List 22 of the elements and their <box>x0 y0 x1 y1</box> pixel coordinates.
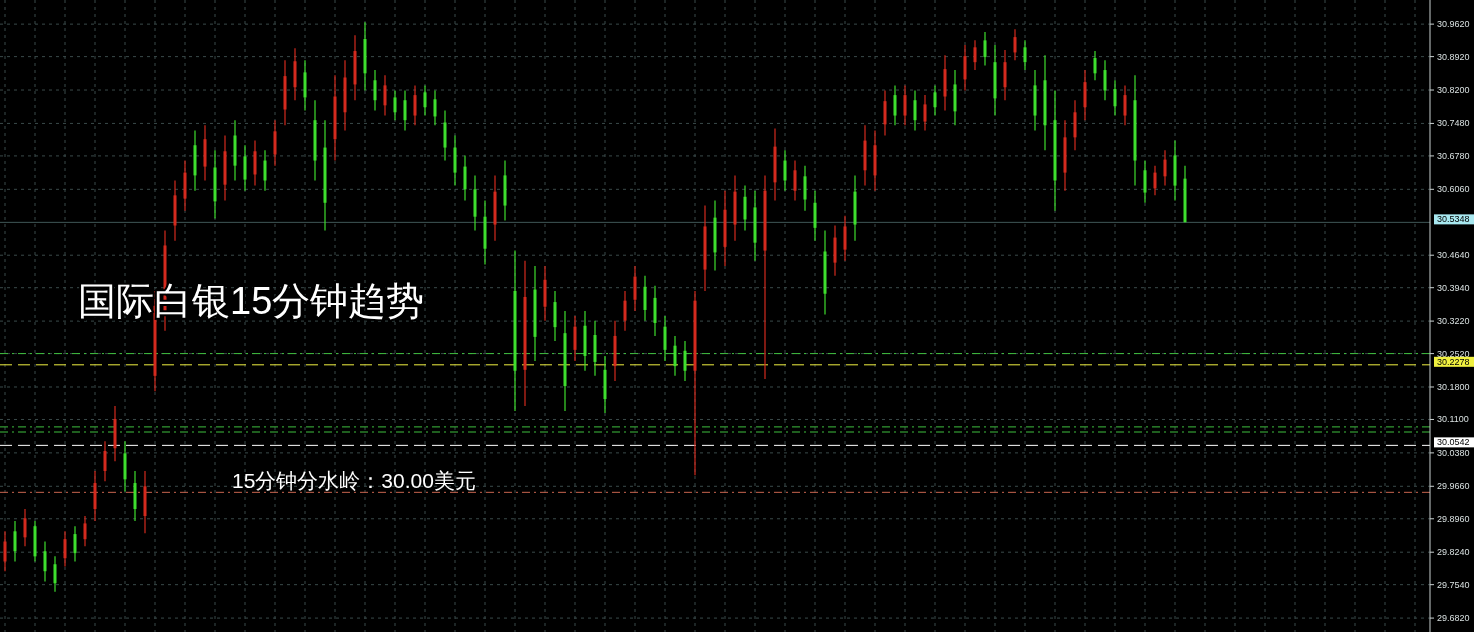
ref-line-label: 30.0542 <box>1437 437 1470 448</box>
y-tick-label: 30.1100 <box>1437 414 1469 425</box>
y-tick-label: 30.8200 <box>1437 85 1470 96</box>
y-tick-label: 30.0380 <box>1437 447 1470 458</box>
y-tick-label: 30.9620 <box>1437 19 1470 30</box>
ref-line-label: 30.2278 <box>1437 356 1470 367</box>
y-tick-label: 30.2520 <box>1437 348 1470 359</box>
y-tick-label: 30.4640 <box>1437 250 1470 261</box>
y-tick-label: 30.7480 <box>1437 118 1470 129</box>
y-tick-label: 29.8240 <box>1437 547 1470 558</box>
y-tick-label: 30.3220 <box>1437 316 1470 327</box>
annotation: 15分钟分水岭：30.00美元 <box>232 469 476 492</box>
y-tick-label: 29.8960 <box>1437 513 1470 524</box>
y-tick-label: 30.8920 <box>1437 51 1470 62</box>
y-tick-label: 30.1800 <box>1437 382 1470 392</box>
y-tick-label: 30.6060 <box>1437 184 1470 195</box>
y-tick-label: 29.9660 <box>1437 481 1470 492</box>
y-tick-label: 30.6780 <box>1437 150 1470 161</box>
y-tick-label: 29.7540 <box>1437 579 1470 590</box>
y-tick-label: 30.3940 <box>1437 282 1470 293</box>
y-tick-label: 29.6820 <box>1437 613 1470 624</box>
ref-line-label: 30.5348 <box>1437 214 1470 225</box>
